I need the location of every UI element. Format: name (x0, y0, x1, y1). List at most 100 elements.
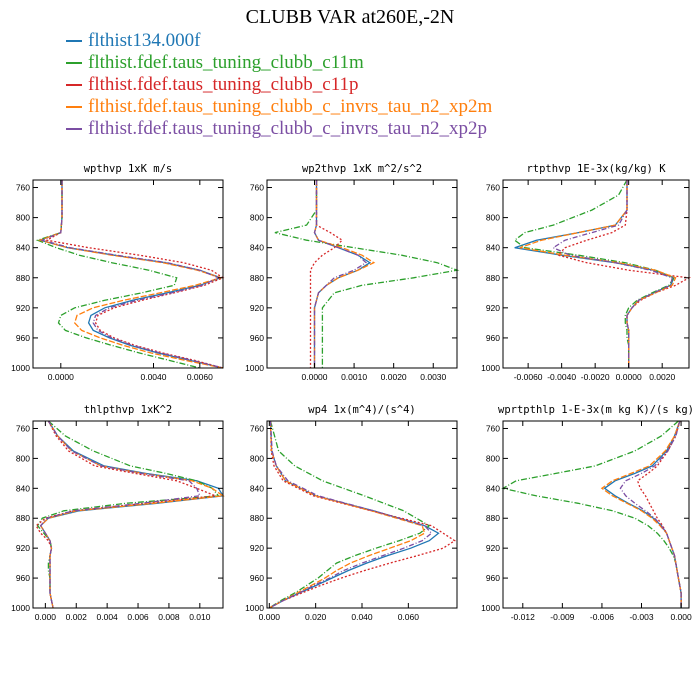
series-line (619, 420, 682, 608)
y-tick-label: 840 (486, 243, 500, 253)
series-line (268, 420, 456, 609)
series-line (44, 180, 225, 369)
x-tick-label: 0.0010 (341, 372, 367, 382)
y-tick-label: 840 (16, 483, 30, 493)
y-tick-label: 920 (486, 543, 500, 553)
panel-title: wpthvp 1xK m/s (84, 163, 173, 175)
legend-swatch (66, 62, 82, 64)
x-tick-label: -0.009 (550, 612, 574, 622)
legend-swatch (66, 106, 82, 108)
panel-title: thlpthvp 1xK^2 (84, 404, 173, 416)
panel-title: wp4 1x(m^4)/(s^4) (308, 404, 415, 416)
series-line (313, 180, 368, 368)
series-line (268, 420, 440, 609)
series-line (313, 180, 376, 368)
series-line (501, 420, 682, 608)
y-tick-label: 800 (486, 213, 500, 223)
series-line (603, 420, 682, 608)
y-tick-label: 920 (250, 543, 264, 553)
y-tick-label: 760 (486, 183, 500, 193)
y-tick-label: 800 (250, 453, 264, 463)
x-tick-label: 0.008 (158, 612, 180, 622)
x-tick-label: 0.0020 (381, 372, 407, 382)
y-tick-label: 960 (250, 573, 264, 583)
y-tick-label: 1000 (11, 603, 30, 613)
plot-frame (502, 420, 690, 609)
y-tick-label: 960 (486, 333, 500, 343)
legend-label: flthist.fdef.taus_tuning_clubb_c_invrs_t… (88, 118, 487, 139)
plot-frame (32, 420, 224, 609)
x-tick-label: -0.003 (629, 612, 653, 622)
series-line (37, 180, 224, 369)
y-tick-label: 920 (486, 303, 500, 313)
y-tick-label: 920 (16, 543, 30, 553)
y-tick-label: 760 (250, 183, 264, 193)
plot-frame (266, 420, 458, 609)
y-tick-label: 1000 (11, 363, 30, 373)
series-line (37, 180, 224, 369)
chart-panel: wp4 1x(m^4)/(s^4)76080084088092096010000… (245, 404, 458, 622)
y-tick-label: 880 (486, 513, 500, 523)
y-tick-label: 760 (16, 423, 30, 433)
y-tick-label: 840 (250, 483, 264, 493)
chart-panel: wprtpthlp 1-E-3x(m kg K)/(s kg) 760 800 840… (481, 404, 694, 622)
x-tick-label: -0.006 (590, 612, 614, 622)
series-line (268, 420, 426, 609)
x-tick-label: 0.020 (305, 612, 327, 622)
y-tick-label: 920 (250, 303, 264, 313)
chart-panel: rtpthvp 1E-3x(kg/kg) K 760 800 840 880 920 960… (481, 163, 692, 382)
x-tick-label: 0.060 (398, 612, 420, 622)
y-tick-label: 880 (486, 273, 500, 283)
chart-panel: wp2thvp 1xK m^2/s^2 760 800 840 880 920 960 100… (245, 163, 460, 382)
legend-label: flthist.fdef.taus_tuning_clubb_c_invrs_t… (88, 96, 493, 117)
x-tick-label: -0.0020 (581, 372, 610, 382)
y-tick-label: 960 (16, 333, 30, 343)
x-tick-label: 0.0000 (616, 372, 642, 382)
panel-title: wprtpthlp 1-E-3x(m kg K)/(s kg) (498, 404, 694, 416)
x-tick-label: 0.000 (35, 612, 57, 622)
chart-panel: thlpthvp 1xK^2 760 800 840 880 920 960 1000 0.00… (11, 404, 225, 622)
x-tick-label: 0.010 (189, 612, 211, 622)
plot-frame (32, 179, 224, 369)
x-tick-label: -0.012 (511, 612, 535, 622)
series-line (35, 420, 216, 609)
x-tick-label: 0.0030 (420, 372, 446, 382)
x-tick-label: 0.0000 (302, 372, 328, 382)
y-tick-label: 800 (250, 213, 264, 223)
x-tick-label: 0.002 (66, 612, 88, 622)
series-line (39, 420, 201, 609)
x-tick-label: 0.004 (97, 612, 119, 622)
y-tick-label: 880 (250, 273, 264, 283)
y-tick-label: 800 (16, 213, 30, 223)
y-tick-label: 920 (16, 303, 30, 313)
series-line (39, 420, 225, 609)
legend-swatch (66, 84, 82, 86)
y-tick-label: 1000 (481, 363, 500, 373)
x-tick-label: 0.0060 (187, 372, 213, 382)
series-line (36, 420, 220, 609)
y-tick-label: 960 (16, 573, 30, 583)
figure-title: CLUBB VAR at260E,-2N (245, 6, 455, 28)
series-line (309, 180, 344, 368)
series-line (39, 420, 225, 609)
y-tick-label: 840 (16, 243, 30, 253)
y-tick-label: 840 (250, 243, 264, 253)
y-tick-label: 760 (250, 423, 264, 433)
series-line (274, 180, 460, 368)
y-tick-label: 960 (486, 573, 500, 583)
x-tick-label: -0.0060 (514, 372, 543, 382)
y-tick-label: 1000 (245, 363, 264, 373)
panel-title: rtpthvp 1E-3x(kg/kg) K (526, 163, 666, 175)
x-tick-label: 0.0000 (48, 372, 74, 382)
y-tick-label: 760 (486, 423, 500, 433)
y-tick-label: 1000 (245, 603, 264, 613)
x-tick-label: 0.000 (670, 612, 692, 622)
y-tick-label: 960 (250, 333, 264, 343)
series-line (636, 420, 682, 608)
y-tick-label: 880 (16, 513, 30, 523)
x-tick-label: 0.040 (351, 612, 373, 622)
series-line (268, 420, 433, 609)
legend-label: flthist134.000f (88, 30, 201, 51)
y-tick-label: 760 (16, 183, 30, 193)
